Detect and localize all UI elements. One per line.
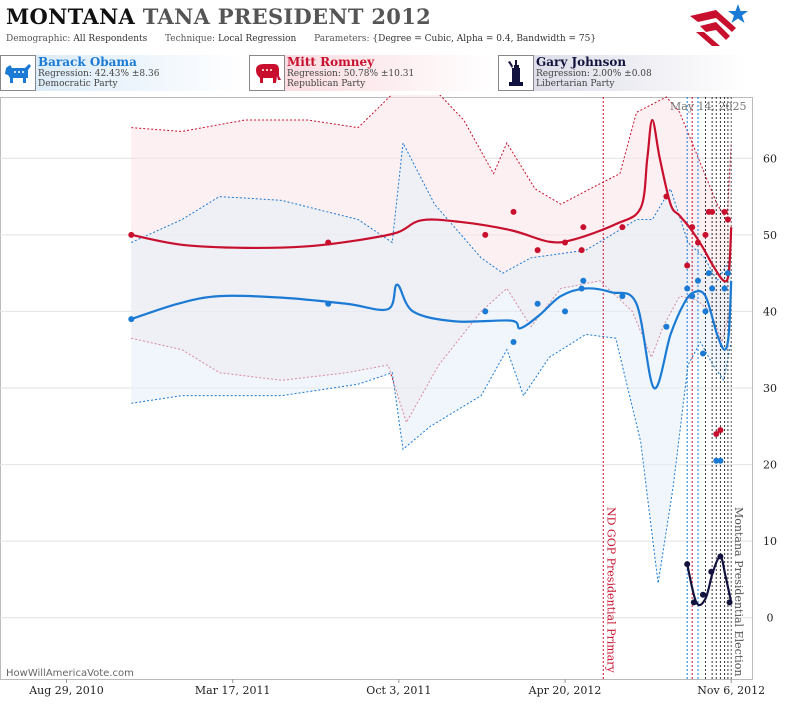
poll-point-1-6: [578, 285, 585, 292]
poll-point-0-15: [709, 208, 716, 215]
demographic-label: Demographic:: [6, 34, 71, 44]
legend-regression-obama: Regression: 42.43% ±8.36: [38, 69, 160, 79]
poll-point-1-20: [724, 270, 731, 277]
poll-point-1-1: [325, 300, 332, 307]
poll-point-0-12: [694, 239, 701, 246]
y-tick-label-60: 60: [763, 152, 777, 165]
poll-point-0-9: [663, 193, 670, 200]
band-upper-1: [131, 141, 732, 282]
legend-party-obama: Democratic Party: [38, 79, 118, 89]
poll-point-0-11: [689, 224, 696, 231]
as-of-date: May 14, 2025: [670, 100, 747, 113]
legend-name-johnson: Gary Johnson: [536, 55, 627, 69]
trend-line-0: [131, 118, 733, 283]
poll-point-0-2: [482, 231, 489, 238]
poll-point-0-5: [562, 239, 569, 246]
poll-point-0-13: [702, 231, 709, 238]
legend-name-obama: Barack Obama: [38, 55, 137, 69]
legend-entry-johnson: Gary Johnson Regression: 2.00% ±0.08 Lib…: [498, 55, 748, 91]
poll-point-2-3: [708, 568, 715, 575]
poll-point-1-3: [510, 339, 517, 346]
poll-point-1-0: [128, 316, 135, 323]
poll-point-1-8: [619, 293, 626, 300]
chart-header: MONTANA TANA PRESIDENT 2012 Demographic:…: [0, 0, 789, 52]
technique-value: Local Regression: [217, 34, 297, 44]
legend-regression-johnson: Regression: 2.00% ±0.08: [536, 69, 652, 79]
trend-line-1: [130, 280, 733, 390]
title-state: MONTANA: [6, 4, 136, 29]
legend-entry-romney: Mitt Romney Regression: 50.78% ±10.31 Re…: [249, 55, 494, 91]
poll-points: [128, 193, 733, 606]
poll-point-0-0: [128, 231, 135, 238]
legend-party-romney: Republican Party: [287, 79, 366, 89]
poll-point-1-12: [694, 277, 701, 284]
legend-party-johnson: Libertarian Party: [536, 79, 615, 89]
poll-point-1-2: [482, 308, 489, 315]
poll-point-1-4: [534, 300, 541, 307]
poll-point-1-16: [709, 285, 716, 292]
elephant-icon: [249, 55, 285, 91]
event-lines: ND GOP Presidential Primary Montana Presi…: [602, 97, 745, 679]
poll-point-1-9: [663, 323, 670, 330]
poll-point-0-4: [534, 247, 541, 254]
poll-point-1-19: [721, 285, 728, 292]
y-tick-label-20: 20: [763, 459, 777, 472]
poll-point-1-18: [717, 457, 724, 464]
poll-point-2-0: [684, 561, 691, 568]
poll-point-0-7: [580, 224, 587, 231]
site-watermark: HowWillAmericaVote.com: [6, 668, 134, 679]
legend-name-romney: Mitt Romney: [287, 55, 375, 69]
technique-label: Technique:: [165, 34, 216, 44]
poll-point-2-1: [690, 599, 697, 606]
poll-point-0-8: [619, 224, 626, 231]
demographic-value: All Respondents: [73, 34, 148, 44]
poll-point-1-17: [713, 457, 720, 464]
y-tick-label-50: 50: [763, 229, 777, 242]
poll-point-1-14: [702, 308, 709, 315]
axes: 0 10 20 30 40 50 60 Aug 29, 2010 Mar 17, 2011 Oct…: [28, 152, 777, 697]
legend-regression-romney: Regression: 50.78% ±10.31: [287, 69, 415, 79]
y-tick-label-0: 0: [767, 612, 774, 625]
poll-point-1-7: [580, 277, 587, 284]
liberty-icon: [498, 55, 534, 91]
poll-point-0-18: [721, 208, 728, 215]
parameters-label: Parameters:: [314, 34, 370, 44]
x-tick-label-2: Oct 3, 2011: [366, 684, 431, 697]
poll-point-0-3: [510, 208, 517, 215]
event-label-0: ND GOP Presidential Primary: [604, 507, 617, 674]
poll-point-2-2: [699, 591, 706, 598]
donkey-icon: [0, 55, 36, 91]
poll-point-0-6: [578, 247, 585, 254]
poll-point-0-10: [684, 262, 691, 269]
site-logo-icon: [690, 4, 748, 46]
poll-point-1-13: [699, 350, 706, 357]
x-tick-label-3: Apr 20, 2012: [528, 684, 602, 697]
y-tick-label-30: 30: [763, 382, 777, 395]
parameters-value: {Degree = Cubic, Alpha = 0.4, Bandwidth …: [372, 34, 597, 44]
parameter-line: Demographic: All Respondents Technique: …: [6, 34, 596, 44]
x-tick-label-0: Aug 29, 2010: [28, 684, 104, 697]
poll-point-0-1: [325, 239, 332, 246]
legend: Barack Obama Regression: 42.43% ±8.36 De…: [0, 55, 789, 93]
band-lower-1: [131, 333, 732, 584]
y-tick-label-10: 10: [763, 535, 777, 548]
event-label-1: Montana Presidential Election: [732, 507, 745, 676]
poll-point-2-4: [717, 553, 724, 560]
poll-point-0-19: [724, 216, 731, 223]
poll-point-0-17: [717, 427, 724, 434]
x-tick-label-1: Mar 17, 2011: [195, 684, 271, 697]
poll-point-0-16: [713, 430, 720, 437]
y-tick-label-40: 40: [763, 305, 777, 318]
confidence-bands: [131, 95, 732, 584]
poll-point-1-15: [705, 270, 712, 277]
poll-point-1-10: [684, 285, 691, 292]
x-tick-label-4: Nov 6, 2012: [697, 684, 765, 697]
poll-point-1-11: [689, 293, 696, 300]
page-title: MONTANA TANA PRESIDENT 2012: [6, 4, 431, 29]
poll-point-2-5: [726, 599, 733, 606]
poll-chart: ND GOP Presidential Primary Montana Presi…: [0, 95, 777, 697]
title-rest: TANA PRESIDENT 2012: [142, 4, 432, 29]
legend-entry-obama: Barack Obama Regression: 42.43% ±8.36 De…: [0, 55, 245, 91]
poll-point-1-5: [562, 308, 569, 315]
